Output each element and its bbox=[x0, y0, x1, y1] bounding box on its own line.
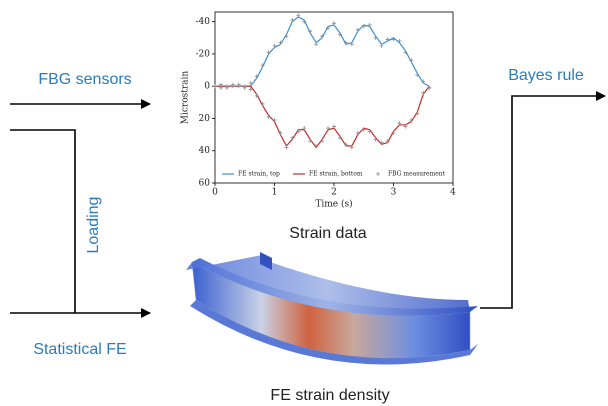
x-tick-label: 3 bbox=[391, 188, 397, 198]
measurement-point bbox=[380, 44, 384, 48]
y-tick-label: 0 bbox=[204, 82, 210, 92]
x-tick-label: 1 bbox=[272, 188, 278, 198]
arrow bbox=[480, 96, 605, 308]
label: Bayes rule bbox=[508, 67, 584, 84]
plot-area bbox=[215, 12, 453, 183]
measurement-point bbox=[267, 115, 271, 119]
measurement-point bbox=[320, 139, 324, 143]
y-tick-label: 60 bbox=[199, 179, 211, 189]
legend-label: FE strain, top bbox=[238, 171, 280, 178]
measurement-point bbox=[356, 131, 360, 135]
x-tick-label: 4 bbox=[450, 188, 456, 198]
diagram: FBG sensors Loading Statistical FE Bayes… bbox=[0, 0, 608, 406]
label: FBG sensors bbox=[38, 71, 131, 88]
legend-label: FE strain, bottom bbox=[309, 171, 363, 178]
caption: FE strain density bbox=[270, 387, 389, 404]
caption: Strain data bbox=[289, 225, 366, 242]
label: Loading bbox=[85, 197, 102, 254]
y-tick-label: 20 bbox=[199, 114, 211, 124]
measurement-point bbox=[421, 91, 425, 95]
series-line bbox=[215, 86, 429, 147]
x-axis-label: Time (s) bbox=[315, 199, 352, 210]
measurement-point bbox=[397, 39, 401, 43]
measurement-point bbox=[356, 28, 360, 32]
measurement-point bbox=[314, 144, 318, 148]
measurement-point bbox=[374, 137, 378, 141]
measurement-point bbox=[296, 13, 300, 17]
strain-chart: 0 1 2 3 4 -40 -20 0 20 40 60 Time (s) Microstrain FE … bbox=[181, 12, 457, 210]
measurement-point bbox=[284, 146, 288, 150]
y-axis-label: Microstrain bbox=[181, 71, 191, 125]
measurement-point bbox=[273, 118, 277, 122]
measurement-point bbox=[427, 86, 431, 90]
measurement-point bbox=[213, 84, 217, 88]
x-tick-label: 2 bbox=[331, 188, 337, 198]
y-tick-label: -40 bbox=[196, 17, 211, 27]
measurement-point bbox=[314, 42, 318, 46]
measurement-point bbox=[376, 172, 380, 176]
measurement-point bbox=[374, 36, 378, 40]
legend-label: FBG measurement bbox=[388, 171, 446, 178]
measurement-point bbox=[267, 50, 271, 54]
series-line bbox=[215, 17, 429, 86]
y-tick-label: 40 bbox=[199, 146, 211, 156]
beam-illustration bbox=[186, 252, 478, 364]
x-tick-label: 0 bbox=[212, 188, 218, 198]
connector bbox=[10, 130, 75, 313]
y-tick-label: -20 bbox=[196, 49, 211, 59]
label: Statistical FE bbox=[33, 341, 126, 358]
measurement-point bbox=[308, 139, 312, 143]
measurement-point bbox=[290, 18, 294, 22]
